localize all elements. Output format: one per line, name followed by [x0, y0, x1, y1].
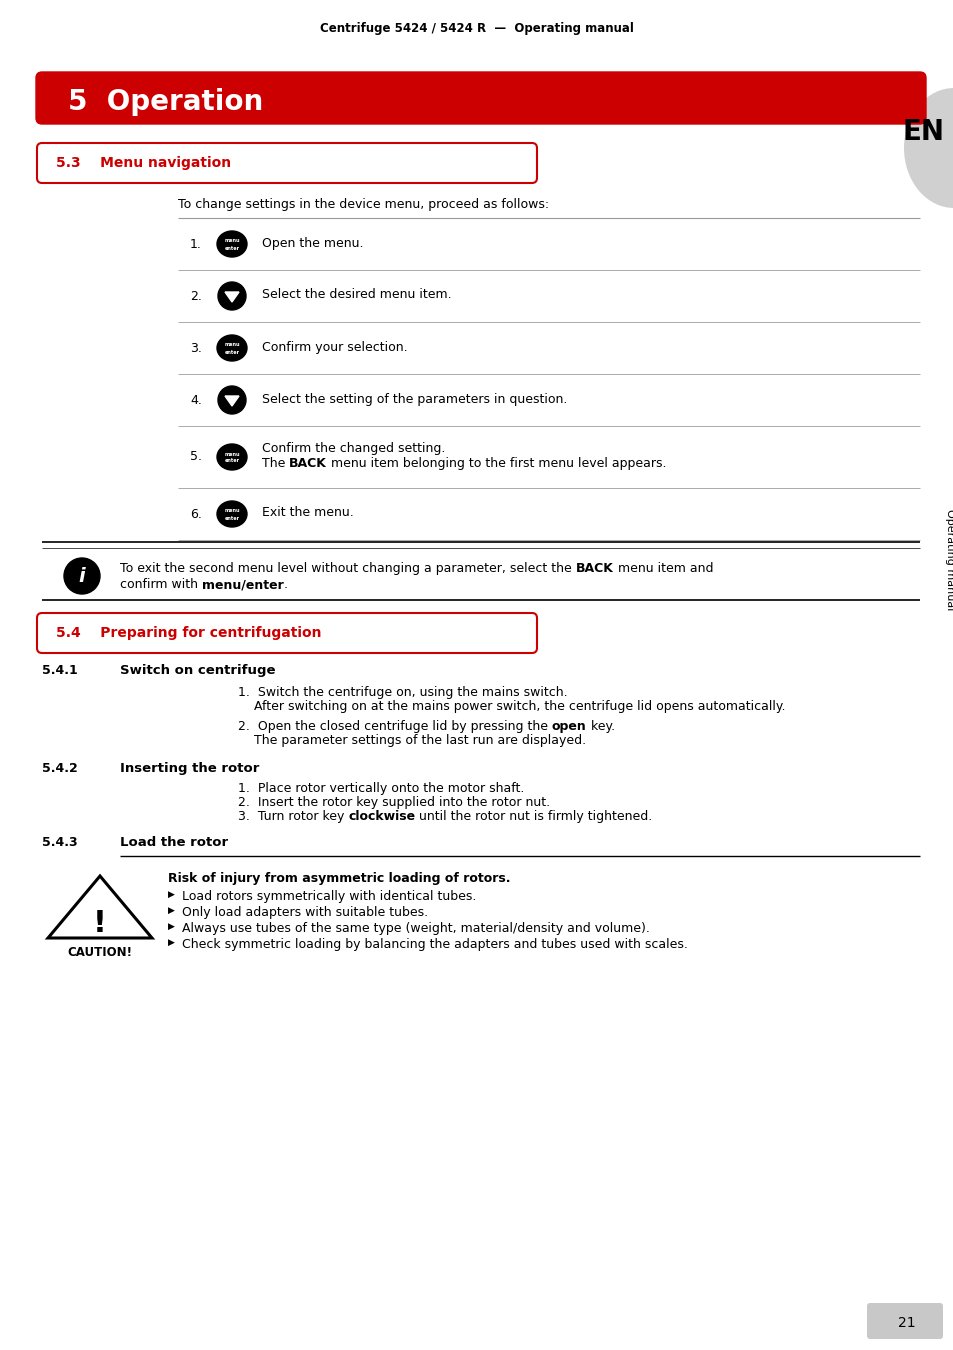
Text: 1.: 1. [190, 238, 202, 251]
Text: !: ! [93, 910, 107, 938]
Text: 5.4.3: 5.4.3 [42, 836, 77, 849]
Text: menu/enter: menu/enter [202, 578, 283, 591]
Text: enter: enter [224, 516, 239, 521]
Text: 6.: 6. [190, 508, 202, 521]
Text: menu item and: menu item and [613, 562, 713, 575]
Text: enter: enter [224, 350, 239, 355]
Text: 3.: 3. [190, 342, 202, 355]
Text: menu: menu [224, 509, 239, 513]
Text: 1.  Place rotor vertically onto the motor shaft.: 1. Place rotor vertically onto the motor… [237, 782, 524, 795]
Text: menu: menu [224, 239, 239, 243]
Text: After switching on at the mains power switch, the centrifuge lid opens automatic: After switching on at the mains power sw… [253, 701, 784, 713]
Text: menu item belonging to the first menu level appears.: menu item belonging to the first menu le… [327, 458, 666, 470]
Circle shape [64, 558, 100, 594]
Text: 21: 21 [897, 1316, 915, 1330]
Text: Risk of injury from asymmetric loading of rotors.: Risk of injury from asymmetric loading o… [168, 872, 510, 886]
Polygon shape [225, 396, 239, 406]
Text: 2.  Insert the rotor key supplied into the rotor nut.: 2. Insert the rotor key supplied into th… [237, 796, 550, 809]
Text: The: The [262, 458, 289, 470]
Text: 5.4.1: 5.4.1 [42, 664, 77, 676]
Text: 4.: 4. [190, 393, 202, 406]
Text: open: open [552, 720, 586, 733]
FancyBboxPatch shape [37, 143, 537, 184]
Ellipse shape [216, 501, 247, 526]
Text: ▶: ▶ [168, 890, 174, 899]
Ellipse shape [903, 88, 953, 208]
Text: until the rotor nut is firmly tightened.: until the rotor nut is firmly tightened. [416, 810, 652, 824]
Text: 5.4    Preparing for centrifugation: 5.4 Preparing for centrifugation [56, 626, 321, 640]
Text: 5.3    Menu navigation: 5.3 Menu navigation [56, 157, 231, 170]
Ellipse shape [216, 231, 247, 256]
Text: Load rotors symmetrically with identical tubes.: Load rotors symmetrically with identical… [182, 890, 476, 903]
Text: enter: enter [224, 246, 239, 251]
Text: The parameter settings of the last run are displayed.: The parameter settings of the last run a… [253, 734, 585, 747]
Text: CAUTION!: CAUTION! [68, 946, 132, 958]
Text: enter: enter [224, 459, 239, 463]
Text: 3.  Turn rotor key: 3. Turn rotor key [237, 810, 348, 824]
Ellipse shape [216, 444, 247, 470]
Text: ▶: ▶ [168, 938, 174, 946]
Text: Confirm your selection.: Confirm your selection. [262, 340, 407, 354]
FancyBboxPatch shape [871, 1307, 941, 1339]
Text: 5.4.2: 5.4.2 [42, 761, 77, 775]
Text: Check symmetric loading by balancing the adapters and tubes used with scales.: Check symmetric loading by balancing the… [182, 938, 687, 950]
Text: ▶: ▶ [168, 906, 174, 915]
Text: menu: menu [224, 451, 239, 456]
Circle shape [218, 386, 246, 414]
Text: BACK: BACK [576, 562, 613, 575]
Text: i: i [78, 567, 85, 586]
Text: Select the desired menu item.: Select the desired menu item. [262, 289, 451, 301]
Text: To exit the second menu level without changing a parameter, select the: To exit the second menu level without ch… [120, 562, 576, 575]
Text: Load the rotor: Load the rotor [120, 836, 228, 849]
Polygon shape [225, 292, 239, 302]
FancyBboxPatch shape [36, 72, 925, 124]
Ellipse shape [216, 335, 247, 360]
Text: 2.  Open the closed centrifuge lid by pressing the: 2. Open the closed centrifuge lid by pre… [237, 720, 552, 733]
Text: 5  Operation: 5 Operation [68, 88, 263, 116]
Text: Centrifuge 5424 / 5424 R  —  Operating manual: Centrifuge 5424 / 5424 R — Operating man… [319, 22, 634, 35]
Text: 5.: 5. [190, 451, 202, 463]
Text: Open the menu.: Open the menu. [262, 236, 363, 250]
Text: 1.  Switch the centrifuge on, using the mains switch.: 1. Switch the centrifuge on, using the m… [237, 686, 567, 699]
Text: Exit the menu.: Exit the menu. [262, 506, 354, 520]
Text: BACK: BACK [289, 458, 327, 470]
Text: 2.: 2. [190, 289, 202, 302]
Text: EN: EN [902, 117, 944, 146]
Text: To change settings in the device menu, proceed as follows:: To change settings in the device menu, p… [178, 198, 549, 211]
FancyBboxPatch shape [37, 613, 537, 653]
Text: menu: menu [224, 343, 239, 347]
Text: Operating manual: Operating manual [944, 509, 953, 610]
Text: Inserting the rotor: Inserting the rotor [120, 761, 259, 775]
Text: Only load adapters with suitable tubes.: Only load adapters with suitable tubes. [182, 906, 428, 919]
FancyBboxPatch shape [866, 1303, 942, 1339]
Circle shape [218, 282, 246, 310]
Text: Confirm the changed setting.: Confirm the changed setting. [262, 441, 445, 455]
Text: Select the setting of the parameters in question.: Select the setting of the parameters in … [262, 393, 567, 405]
Text: Always use tubes of the same type (weight, material/density and volume).: Always use tubes of the same type (weigh… [182, 922, 649, 936]
Text: .: . [283, 578, 288, 591]
Text: ▶: ▶ [168, 922, 174, 931]
Text: Switch on centrifuge: Switch on centrifuge [120, 664, 275, 676]
Text: clockwise: clockwise [348, 810, 416, 824]
Text: 21: 21 [895, 1314, 913, 1328]
Text: confirm with: confirm with [120, 578, 202, 591]
Text: key.: key. [586, 720, 615, 733]
